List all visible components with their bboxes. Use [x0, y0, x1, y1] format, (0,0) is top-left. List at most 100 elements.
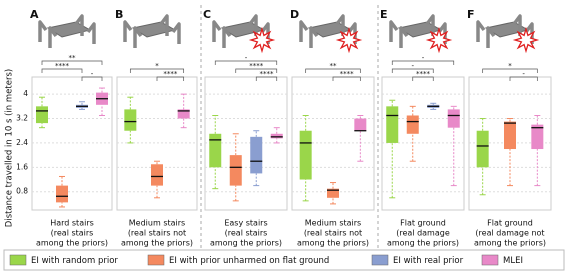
robot-leg [171, 22, 181, 44]
category-label: (real stairs [51, 229, 94, 238]
panel-letter: C [203, 8, 211, 21]
robot-leg [123, 20, 133, 42]
significance-bracket [391, 60, 455, 65]
category-label: among the priors) [121, 239, 193, 248]
robot-leg [260, 22, 270, 44]
robot-leg [389, 20, 399, 42]
box [209, 133, 222, 168]
robot-leg [437, 22, 447, 44]
panel-letter: D [290, 8, 299, 21]
category-label: among the priors) [387, 239, 459, 248]
category-label: among the priors) [36, 239, 108, 248]
box [327, 188, 339, 198]
y-axis-label: Distance travelled in 10 s (in meters) [5, 69, 15, 227]
robot-leg [347, 22, 357, 44]
robot-leg [425, 14, 435, 36]
box [270, 133, 283, 139]
significance-label: **** [55, 62, 70, 70]
damage-star [248, 26, 276, 54]
robot-leg [74, 14, 84, 36]
significance-bracket [41, 60, 103, 65]
category-label: Medium stairs [305, 219, 361, 228]
significance-label: - [91, 70, 94, 78]
significance-label: **** [249, 62, 264, 70]
category-label: Flat ground [400, 219, 446, 228]
panel-frame [31, 76, 113, 211]
significance-label: - [522, 70, 525, 78]
significance-label: **** [340, 70, 355, 78]
box [177, 109, 190, 119]
significance-label: - [422, 54, 425, 62]
significance-bracket [214, 60, 278, 65]
significance-bracket [509, 76, 538, 81]
significance-label: ** [330, 62, 338, 70]
y-tick-label: 1.6 [16, 162, 28, 171]
significance-bracket [41, 68, 83, 73]
category-label: (real damage [396, 229, 450, 238]
significance-bracket [412, 76, 434, 81]
panel-letter: F [467, 8, 475, 21]
robot-leg [159, 14, 169, 36]
damage-star [425, 26, 453, 54]
robot-leg [399, 26, 409, 48]
legend-label: EI with prior unharmed on flat ground [169, 256, 329, 266]
category-label: among the priors) [474, 239, 546, 248]
robot-leg [524, 22, 534, 44]
category-label: Flat ground [487, 219, 533, 228]
category-label: Hard stairs [50, 219, 94, 228]
category-label: (real stairs [225, 229, 268, 238]
box [354, 118, 367, 131]
robot-leg [38, 20, 48, 42]
box [250, 136, 263, 174]
robot-leg [222, 26, 232, 48]
significance-bracket [235, 68, 278, 73]
category-label: Easy stairs [224, 219, 267, 228]
box [447, 109, 460, 128]
box [151, 164, 163, 186]
box [56, 185, 68, 203]
box [406, 115, 419, 134]
robot-leg [476, 20, 486, 42]
significance-bracket [391, 68, 434, 73]
legend-swatch [481, 254, 499, 266]
significance-bracket [482, 68, 538, 73]
damage-star [512, 26, 540, 54]
significance-bracket [332, 76, 361, 81]
box [476, 130, 489, 168]
legend-swatch [371, 254, 389, 266]
significance-bracket [255, 76, 278, 81]
robot-leg [133, 26, 143, 48]
significance-label: **** [163, 70, 178, 78]
significance-label: **** [260, 70, 275, 78]
significance-label: * [508, 62, 512, 70]
category-label: (real stairs not [304, 229, 362, 238]
panel-letter: A [30, 8, 39, 21]
y-tick-label: 4 [23, 89, 28, 98]
box [124, 109, 137, 131]
robot-leg [86, 22, 96, 44]
significance-bracket [305, 68, 361, 73]
significance-bracket [156, 76, 185, 81]
category-label: Medium stairs [129, 219, 185, 228]
significance-label: * [155, 62, 159, 70]
robot-leg [212, 20, 222, 42]
robot-leg [512, 14, 522, 36]
y-tick-label: 2.4 [16, 138, 28, 147]
significance-label: - [245, 54, 248, 62]
robot-leg [486, 26, 496, 48]
panel-letter: E [380, 8, 388, 21]
legend-swatch [147, 254, 165, 266]
robot-leg [248, 14, 258, 36]
category-label: among the priors) [210, 239, 282, 248]
panel-frame [381, 76, 465, 211]
panel-frame [204, 76, 288, 211]
legend-frame [3, 249, 565, 271]
panel-letter: B [115, 8, 123, 21]
category-label: among the priors) [297, 239, 369, 248]
box [36, 106, 48, 124]
significance-bracket [129, 68, 185, 73]
significance-bracket [81, 76, 103, 81]
significance-label: - [411, 62, 414, 70]
robot-leg [299, 20, 309, 42]
